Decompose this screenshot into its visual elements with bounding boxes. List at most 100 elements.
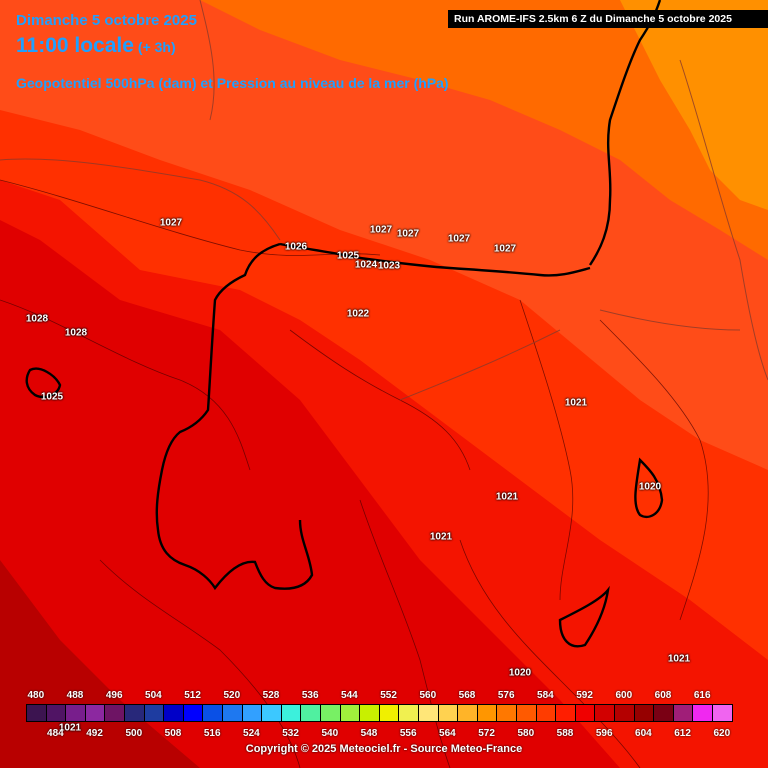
scale-swatch: [398, 704, 419, 722]
border-line: [199, 0, 215, 121]
isobar-line: [289, 329, 471, 471]
coastlines: [25, 0, 664, 648]
forecast-time: 11:00 locale (+ 3h): [16, 34, 176, 58]
scale-swatch: [202, 704, 223, 722]
pressure-label: 1020: [638, 481, 662, 493]
border-line: [679, 59, 768, 381]
scale-tick-label: 620: [713, 728, 731, 739]
pressure-label: 1027: [159, 217, 183, 229]
scale-swatch: [378, 704, 400, 722]
scale-tick-label: 560: [419, 690, 437, 701]
scale-tick-label: 496: [105, 690, 123, 701]
scale-tick-label: 520: [223, 690, 241, 701]
scale-swatch: [163, 704, 184, 722]
scale-swatch: [476, 704, 498, 722]
pressure-label: 1025: [336, 250, 360, 262]
color-scale-legend: 480 484 488 492 496 500 504 508 512 516 520 524 528 5…: [0, 686, 768, 768]
scale-swatch: [182, 704, 204, 722]
border-line: [399, 329, 561, 401]
lake-west: [25, 367, 62, 399]
field-572-region: [200, 0, 768, 260]
scale-tick-label: 568: [458, 690, 476, 701]
scale-tick-label: 588: [556, 728, 574, 739]
pressure-label: 1021: [58, 722, 82, 734]
isobar-line: [459, 539, 641, 768]
scale-swatch: [280, 704, 302, 722]
scale-tick-label: 584: [537, 690, 554, 701]
isobar-line: [0, 179, 381, 256]
scale-swatch: [712, 704, 733, 722]
scale-swatch: [516, 704, 537, 722]
scale-swatch: [84, 704, 106, 722]
forecast-time-value: 11:00 locale: [16, 34, 134, 57]
scale-swatch: [339, 704, 361, 722]
scale-tick-label: 576: [497, 690, 515, 701]
scale-tick-label: 488: [66, 690, 84, 701]
scale-swatch: [535, 704, 557, 722]
scale-tick-label: 524: [243, 728, 260, 739]
scale-tick-label: 596: [595, 728, 613, 739]
scale-tick-label: 544: [341, 690, 358, 701]
forecast-date: Dimanche 5 octobre 2025: [16, 12, 197, 29]
border-line: [599, 309, 741, 331]
scale-swatch: [300, 704, 321, 722]
isobar-line: [359, 499, 451, 768]
scale-tick-label: 552: [380, 690, 397, 701]
scale-swatch: [418, 704, 439, 722]
pressure-label: 1027: [493, 243, 517, 255]
country-border-west: [155, 242, 314, 591]
scale-tick-label: 556: [399, 728, 417, 739]
scale-swatch: [241, 704, 263, 722]
scale-swatch: [320, 704, 341, 722]
pressure-label: 1024: [354, 259, 378, 271]
field-description: Geopotentiel 500hPa (dam) et Pression au…: [16, 75, 449, 91]
pressure-label: 1021: [495, 491, 519, 503]
scale-tick-label: 592: [576, 690, 593, 701]
isobar-line: [99, 559, 301, 768]
scale-tick-label: 504: [145, 690, 162, 701]
isobar-line: [0, 299, 251, 471]
forecast-time-offset: (+ 3h): [137, 39, 176, 55]
scale-tick-label: 580: [517, 728, 535, 739]
scale-swatch: [614, 704, 635, 722]
border-line: [0, 158, 281, 241]
run-info-banner: Run AROME-IFS 2.5km 6 Z du Dimanche 5 oc…: [448, 10, 768, 28]
scale-swatch: [104, 704, 125, 722]
scale-swatch: [45, 704, 67, 722]
scale-swatch: [653, 704, 674, 722]
scale-tick-label: 572: [478, 728, 495, 739]
scale-swatch: [574, 704, 596, 722]
scale-tick-label: 564: [439, 728, 456, 739]
scale-tick-label: 484: [47, 728, 64, 739]
isobar-line: [599, 319, 709, 621]
scale-swatch: [496, 704, 517, 722]
scale-swatch: [26, 704, 47, 722]
scale-swatch: [124, 704, 145, 722]
scale-swatch: [594, 704, 615, 722]
border-north-mountains: [279, 242, 591, 277]
pressure-label: 1023: [377, 260, 401, 272]
copyright-notice: Copyright © 2025 Meteociel.fr - Source M…: [245, 743, 523, 755]
scale-swatch: [359, 704, 380, 722]
scale-tick-label: 508: [164, 728, 182, 739]
isobar-lines: [0, 179, 709, 768]
scale-tick-label: 540: [321, 728, 339, 739]
scale-tick-label: 612: [674, 728, 691, 739]
scale-tick-label: 492: [86, 728, 103, 739]
border-northeast: [589, 0, 662, 266]
scale-swatch: [143, 704, 165, 722]
scale-tick-label: 512: [184, 690, 201, 701]
scale-swatch: [65, 704, 86, 722]
scale-tick-label: 616: [693, 690, 711, 701]
coast-east-island: [634, 457, 664, 519]
scale-swatch: [457, 704, 478, 722]
scale-tick-label: 500: [125, 728, 143, 739]
scale-tick-label: 608: [654, 690, 672, 701]
scale-tick-label: 516: [203, 728, 221, 739]
pressure-label: 1021: [667, 653, 691, 665]
border-lines: [0, 0, 768, 401]
scale-tick-label: 604: [635, 728, 652, 739]
pressure-label: 1021: [429, 531, 453, 543]
pressure-label: 1025: [40, 391, 64, 403]
